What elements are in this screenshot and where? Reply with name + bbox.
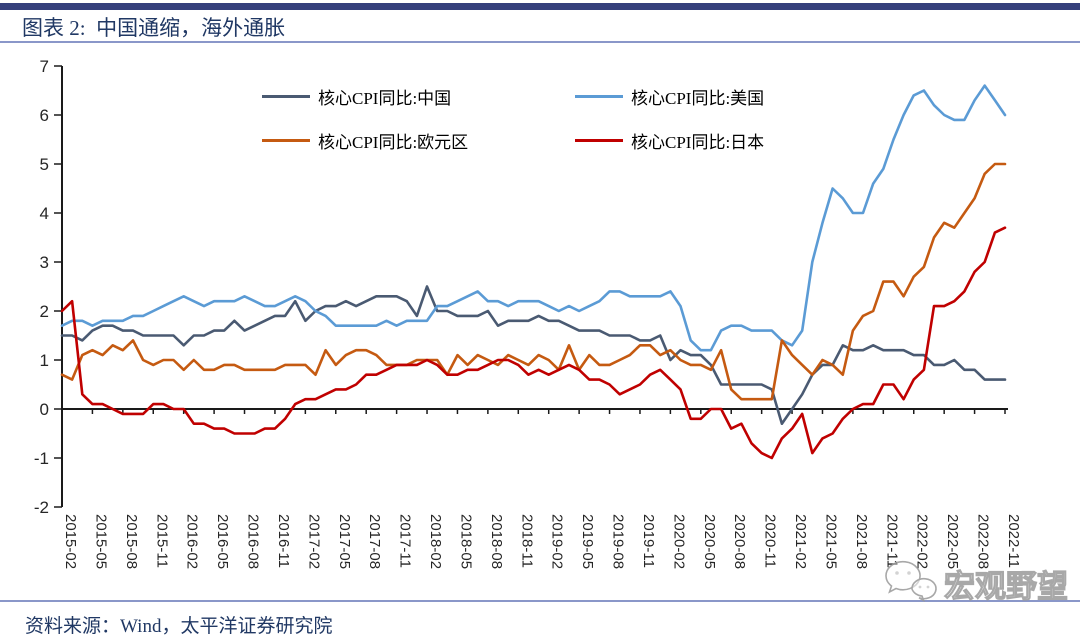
y-tick-label: -2 [34,498,49,517]
legend-line-us-icon [575,95,623,98]
title-divider [0,41,1080,43]
x-tick-label: 2020-05 [701,514,718,569]
x-tick-label: 2020-08 [731,514,748,569]
y-tick-label: 3 [40,253,49,272]
x-tick-label: 2015-02 [62,514,79,569]
x-tick-label: 2022-02 [914,514,931,569]
x-tick-label: 2021-08 [853,514,870,569]
line-japan [60,226,1007,460]
x-tick-label: 2015-11 [153,514,170,568]
page-title: 图表 2: 中国通缩，海外通胀 [22,16,286,40]
x-tick-label: 2017-05 [336,514,353,569]
x-tick-label: 2017-11 [397,514,414,568]
x-tick-label: 2018-05 [457,514,474,569]
legend-item-us: 核心CPI同比:美国 [575,84,764,109]
x-tick-label: 2019-08 [610,514,627,569]
x-tick-label: 2016-05 [214,514,231,569]
legend-item-japan: 核心CPI同比:日本 [575,128,764,153]
x-tick-label: 2015-05 [92,514,109,569]
top-accent-bar [0,3,1080,10]
x-tick-label: 2016-08 [245,514,262,569]
x-tick-label: 2020-02 [670,514,687,569]
x-tick-label: 2022-11 [1005,514,1022,568]
x-tick-label: 2019-05 [579,514,596,569]
y-tick-label: -1 [34,449,49,468]
watermark-text: 宏观野望 [944,569,1068,604]
x-tick-label: 2017-08 [366,514,383,569]
x-tick-label: 2016-11 [275,514,292,568]
legend-line-japan-icon [575,139,623,142]
x-tick-label: 2017-02 [305,514,322,569]
x-tick-label: 2021-05 [822,514,839,569]
x-tick-label: 2018-02 [427,514,444,569]
watermark: 宏观野望 [885,560,1069,605]
legend-label-eurozone: 核心CPI同比:欧元区 [318,133,469,152]
x-tick-label: 2019-11 [640,514,657,568]
x-tick-label: 2021-11 [883,514,900,568]
y-tick-label: 1 [40,351,49,370]
x-tick-label: 2016-02 [184,514,201,569]
x-tick-label: 2019-02 [549,514,566,569]
x-tick-label: 2022-05 [944,514,961,569]
x-tick-label: 2020-11 [762,514,779,568]
legend-label-japan: 核心CPI同比:日本 [631,133,765,152]
legend-label-us: 核心CPI同比:美国 [631,89,765,108]
y-tick-label: 5 [40,155,49,174]
y-tick-label: 4 [40,204,49,223]
data-source-note: 资料来源：Wind，太平洋证券研究院 [25,616,333,637]
legend-label-china: 核心CPI同比:中国 [318,89,452,108]
legend-line-eurozone-icon [262,139,310,142]
footer-divider [0,600,1080,602]
legend-item-china: 核心CPI同比:中国 [262,84,451,109]
x-tick-label: 2021-02 [792,514,809,569]
line-eurozone [60,162,1007,401]
x-tick-label: 2015-08 [123,514,140,569]
x-tick-label: 2018-08 [488,514,505,569]
y-tick-label: 7 [40,57,49,76]
y-tick-label: 0 [40,400,49,419]
y-tick-label: 6 [40,106,49,125]
line-us [60,84,1007,352]
legend-line-china-icon [262,95,310,98]
x-tick-label: 2018-11 [518,514,535,568]
y-tick-label: 2 [40,302,49,321]
wechat-icon [885,560,937,603]
x-tick-label: 2022-08 [975,514,992,569]
legend-item-eurozone: 核心CPI同比:欧元区 [262,128,468,153]
